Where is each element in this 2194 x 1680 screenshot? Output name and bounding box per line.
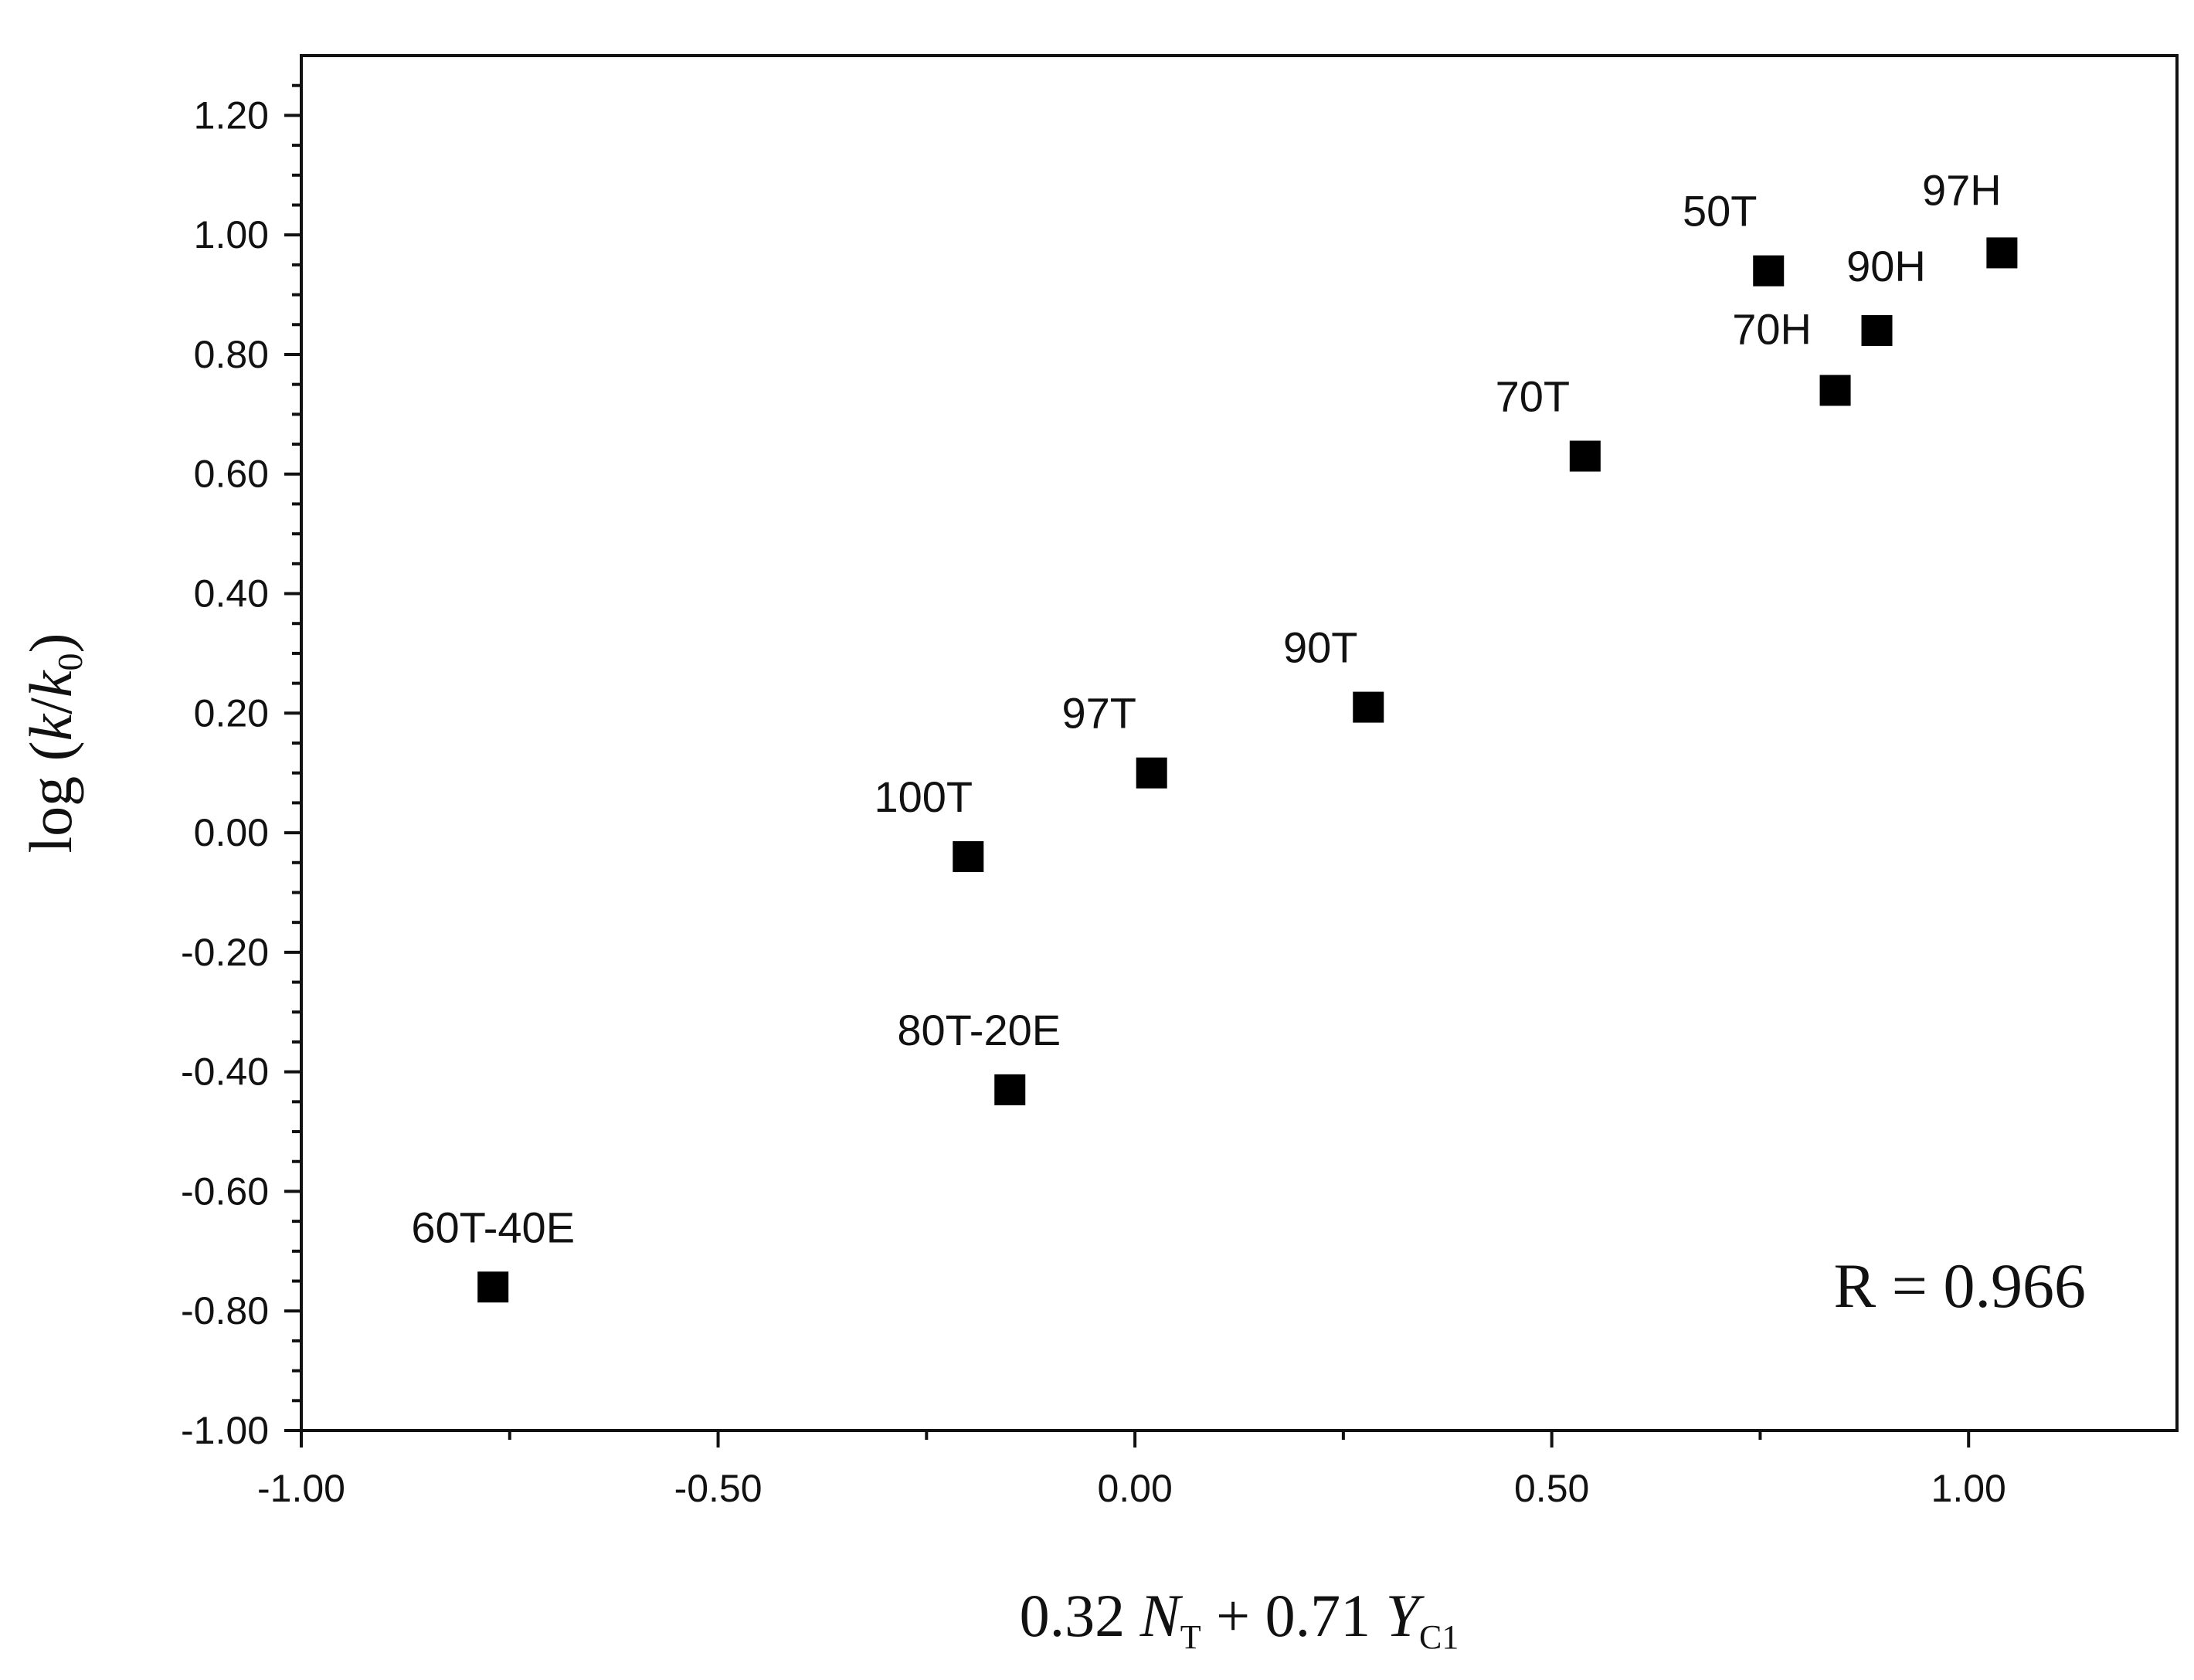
x-tick-label: 0.00 [1097, 1467, 1172, 1510]
y-tick-label: 0.80 [194, 333, 269, 376]
data-point [994, 1074, 1026, 1105]
point-label: 60T-40E [411, 1203, 575, 1251]
point-label: 70H [1732, 304, 1812, 353]
x-axis-title: 0.32 NT + 0.71 YC1 [1020, 1582, 1459, 1656]
y-tick-labels: -1.00 -0.80 -0.60 -0.40 -0.20 0.00 0.20 0.40 0.6… [181, 93, 269, 1452]
point-label: 50T [1683, 187, 1758, 236]
data-point [1861, 315, 1893, 346]
x-tick-labels: -1.00 -0.50 0.00 0.50 1.00 [257, 1467, 2006, 1510]
point-label: 80T-20E [897, 1006, 1061, 1054]
y-axis-title: log (k/k0) [17, 633, 90, 853]
point-labels: 60T-40E 80T-20E 100T 97T 90T 70T 50T 70H 90H 97H [411, 165, 2001, 1251]
y-tick-label: -1.00 [181, 1409, 269, 1452]
x-tick-label: -0.50 [674, 1467, 762, 1510]
x-tick-label: 1.00 [1931, 1467, 2006, 1510]
y-tick-label: -0.40 [181, 1050, 269, 1094]
data-point [1753, 255, 1785, 287]
data-points [477, 237, 2018, 1303]
y-tick-label: 0.20 [194, 691, 269, 735]
y-tick-label: 1.00 [194, 213, 269, 256]
plot-frame [300, 54, 2179, 1432]
y-tick-label: -0.80 [181, 1289, 269, 1332]
data-point [477, 1271, 509, 1303]
point-label: 97T [1061, 689, 1136, 738]
point-label: 97H [1922, 165, 2002, 214]
y-tick-label: -0.20 [181, 931, 269, 974]
y-tick-label: 0.60 [194, 453, 269, 496]
y-tick-label: 0.00 [194, 811, 269, 854]
correlation-annotation: R = 0.966 [1834, 1251, 2086, 1321]
x-tick-label: 0.50 [1514, 1467, 1589, 1510]
data-point [1136, 757, 1167, 789]
y-tick-label: 1.20 [194, 93, 269, 137]
data-point [1986, 237, 2018, 269]
point-label: 90T [1283, 623, 1358, 672]
point-label: 90H [1846, 242, 1926, 290]
data-point [1353, 691, 1384, 723]
point-label: 100T [874, 772, 973, 821]
y-tick-label: 0.40 [194, 572, 269, 616]
point-label: 70T [1496, 372, 1571, 421]
data-point [1819, 375, 1851, 406]
data-point [953, 841, 984, 873]
x-tick-label: -1.00 [257, 1467, 345, 1510]
data-point [1569, 440, 1601, 472]
y-tick-label: -0.60 [181, 1169, 269, 1213]
